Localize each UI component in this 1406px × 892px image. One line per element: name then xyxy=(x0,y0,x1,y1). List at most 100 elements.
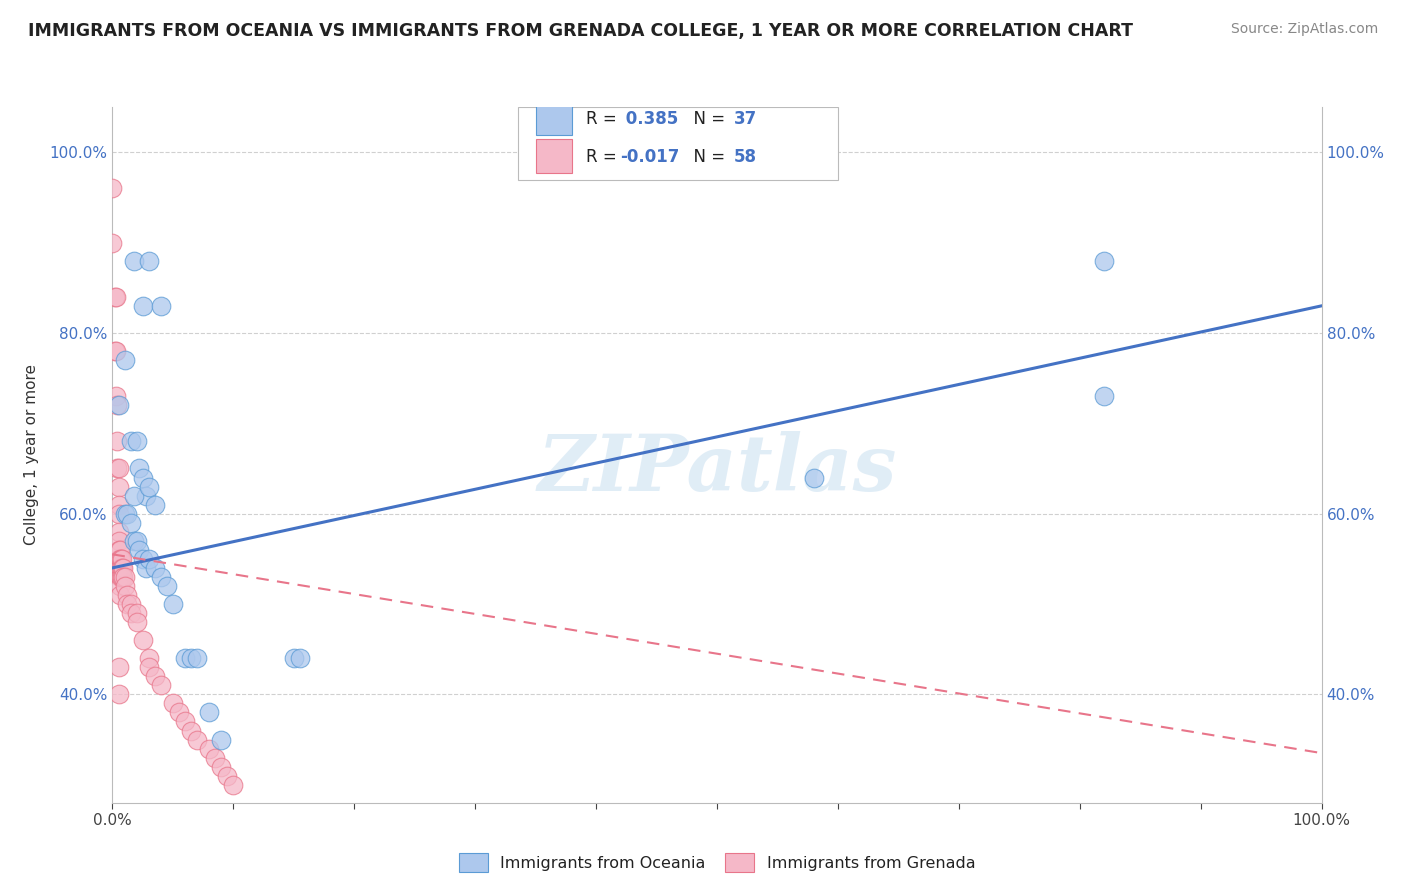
Point xyxy=(111,561,134,575)
Text: N =: N = xyxy=(683,110,731,128)
Point xyxy=(125,434,148,449)
Point xyxy=(107,542,129,557)
Text: N =: N = xyxy=(683,147,731,166)
Point xyxy=(222,778,245,792)
Point xyxy=(283,651,305,665)
Point xyxy=(138,551,160,566)
Point xyxy=(108,570,131,584)
Point xyxy=(198,741,221,756)
Point xyxy=(120,434,142,449)
Point xyxy=(101,235,124,250)
Point xyxy=(125,606,148,620)
Point xyxy=(138,660,160,674)
Point xyxy=(108,561,131,575)
Point xyxy=(111,551,134,566)
Text: 37: 37 xyxy=(734,110,758,128)
Point xyxy=(128,542,150,557)
Point xyxy=(114,507,136,521)
Text: R =: R = xyxy=(586,110,623,128)
Point xyxy=(122,533,145,548)
Point xyxy=(107,498,129,512)
Point xyxy=(120,597,142,611)
Point xyxy=(115,588,138,602)
Point xyxy=(149,299,172,313)
Point xyxy=(110,561,132,575)
Point xyxy=(204,750,226,764)
Point xyxy=(156,579,179,593)
Point xyxy=(110,551,132,566)
Point xyxy=(122,489,145,503)
Point xyxy=(125,615,148,629)
Text: IMMIGRANTS FROM OCEANIA VS IMMIGRANTS FROM GRENADA COLLEGE, 1 YEAR OR MORE CORRE: IMMIGRANTS FROM OCEANIA VS IMMIGRANTS FR… xyxy=(28,22,1133,40)
Point xyxy=(120,606,142,620)
Point xyxy=(114,579,136,593)
Point xyxy=(105,398,128,412)
Point xyxy=(198,706,221,720)
Point xyxy=(107,687,129,701)
Point xyxy=(107,533,129,548)
Point xyxy=(135,489,157,503)
Point xyxy=(104,344,127,359)
Point xyxy=(107,660,129,674)
Point xyxy=(217,769,239,783)
Point xyxy=(105,344,128,359)
Point xyxy=(174,651,197,665)
Point xyxy=(108,588,131,602)
Text: Source: ZipAtlas.com: Source: ZipAtlas.com xyxy=(1230,22,1378,37)
Point xyxy=(108,551,131,566)
Point xyxy=(105,434,128,449)
Point xyxy=(138,651,160,665)
Point xyxy=(803,470,825,484)
Y-axis label: College, 1 year or more: College, 1 year or more xyxy=(24,365,38,545)
FancyBboxPatch shape xyxy=(517,107,838,180)
Point xyxy=(149,678,172,692)
Point xyxy=(186,651,208,665)
Legend: Immigrants from Oceania, Immigrants from Grenada: Immigrants from Oceania, Immigrants from… xyxy=(453,847,981,879)
Point xyxy=(288,651,311,665)
Point xyxy=(115,507,138,521)
Point xyxy=(104,290,127,304)
Point xyxy=(135,561,157,575)
Point xyxy=(180,651,202,665)
Point xyxy=(209,759,232,773)
Point xyxy=(108,579,131,593)
Point xyxy=(186,732,208,747)
Text: 0.385: 0.385 xyxy=(620,110,679,128)
Point xyxy=(132,633,155,648)
Point xyxy=(111,570,134,584)
Point xyxy=(1092,253,1115,268)
Point xyxy=(143,561,166,575)
Bar xyxy=(536,101,572,135)
Point xyxy=(105,389,128,403)
Point xyxy=(101,181,124,195)
Text: -0.017: -0.017 xyxy=(620,147,679,166)
Point xyxy=(120,516,142,530)
Point xyxy=(132,551,155,566)
Point xyxy=(107,524,129,539)
Bar xyxy=(536,139,572,172)
Text: ZIPatlas: ZIPatlas xyxy=(537,431,897,507)
Point xyxy=(132,299,155,313)
Point xyxy=(114,353,136,368)
Point xyxy=(180,723,202,738)
Point xyxy=(107,561,129,575)
Point xyxy=(112,570,135,584)
Point xyxy=(128,461,150,475)
Point xyxy=(149,570,172,584)
Point xyxy=(174,714,197,729)
Point xyxy=(107,398,129,412)
Text: R =: R = xyxy=(586,147,623,166)
Point xyxy=(125,533,148,548)
Point xyxy=(209,732,232,747)
Point xyxy=(122,253,145,268)
Point xyxy=(107,551,129,566)
Point xyxy=(162,597,184,611)
Point xyxy=(105,461,128,475)
Point xyxy=(162,697,184,711)
Point xyxy=(138,253,160,268)
Point xyxy=(112,561,135,575)
Point xyxy=(114,570,136,584)
Point xyxy=(107,461,129,475)
Text: 58: 58 xyxy=(734,147,756,166)
Point xyxy=(107,479,129,493)
